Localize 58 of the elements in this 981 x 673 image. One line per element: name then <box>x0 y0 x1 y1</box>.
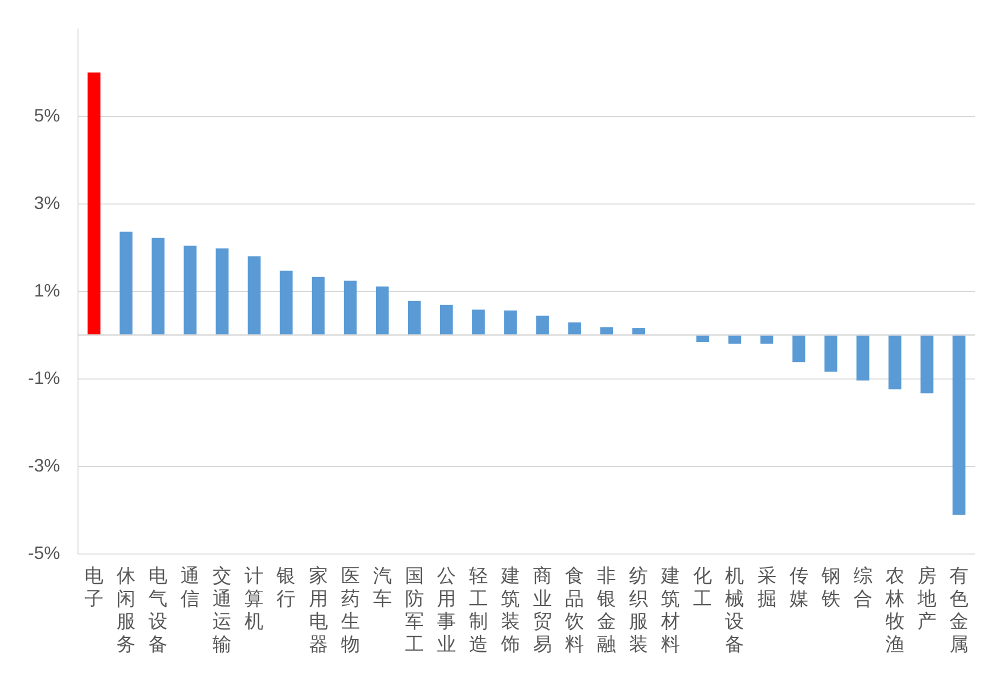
x-tick-label: 综合 <box>853 565 872 610</box>
x-tick-label: 汽车 <box>372 565 392 610</box>
bar <box>440 304 453 336</box>
x-tick-label: 传媒 <box>789 565 808 610</box>
x-tick-label: 食品饮料 <box>564 565 584 656</box>
bar <box>504 310 517 336</box>
bar <box>792 335 806 362</box>
x-tick-label: 电气设备 <box>148 565 168 656</box>
x-tick-label: 钢铁 <box>820 565 840 610</box>
bar <box>152 238 165 336</box>
bar <box>344 280 357 336</box>
x-tick-label: 国防军工 <box>404 565 424 656</box>
x-tick-label: 银行 <box>276 565 296 610</box>
y-tick-label: 3% <box>34 192 60 213</box>
bar <box>408 300 421 336</box>
bar <box>216 248 229 336</box>
x-tick-label: 电子 <box>84 565 104 610</box>
x-tick-label: 化工 <box>693 565 712 610</box>
bar <box>472 310 485 336</box>
x-tick-label: 轻工制造 <box>468 565 488 656</box>
x-tick-label: 计算机 <box>244 565 264 633</box>
x-tick-label: 家用电器 <box>308 565 328 656</box>
y-tick-label: -5% <box>28 542 60 563</box>
bar <box>376 286 389 336</box>
bar <box>184 246 197 336</box>
x-tick-label: 机械设备 <box>725 565 744 656</box>
x-tick-label: 建筑装饰 <box>500 565 520 656</box>
x-tick-label: 公用事业 <box>436 565 456 656</box>
x-tick-label: 有色金属 <box>949 565 968 656</box>
bar <box>280 270 293 336</box>
x-tick-label: 休闲服务 <box>116 565 136 656</box>
bar <box>568 322 581 336</box>
x-tick-label: 非银金融 <box>596 565 616 656</box>
bar <box>632 328 646 336</box>
x-tick-label: 医药生物 <box>340 565 360 656</box>
y-tick-label: 1% <box>34 280 60 300</box>
x-tick-label: 纺织服装 <box>629 565 648 656</box>
bar <box>312 276 325 336</box>
bar <box>536 316 549 336</box>
y-tick-label: 5% <box>34 105 60 126</box>
bar <box>952 335 966 515</box>
x-tick-label: 房地产 <box>916 565 936 633</box>
bar <box>600 327 613 336</box>
x-tick-label: 建筑材料 <box>660 565 680 656</box>
y-tick-label: -1% <box>28 368 60 388</box>
bar <box>248 256 261 336</box>
x-tick-label: 商业贸易 <box>533 565 552 656</box>
y-tick-label: -3% <box>28 455 60 476</box>
x-tick-label: 交通运输 <box>212 565 232 656</box>
x-tick-label: 农林牧渔 <box>884 565 904 656</box>
bar <box>856 335 870 381</box>
bar <box>920 335 934 394</box>
bar <box>120 232 132 336</box>
x-tick-label: 采掘 <box>757 565 776 610</box>
bar <box>88 72 100 336</box>
x-tick-label: 通信 <box>180 565 200 610</box>
bar <box>888 335 902 390</box>
bar <box>824 335 838 372</box>
